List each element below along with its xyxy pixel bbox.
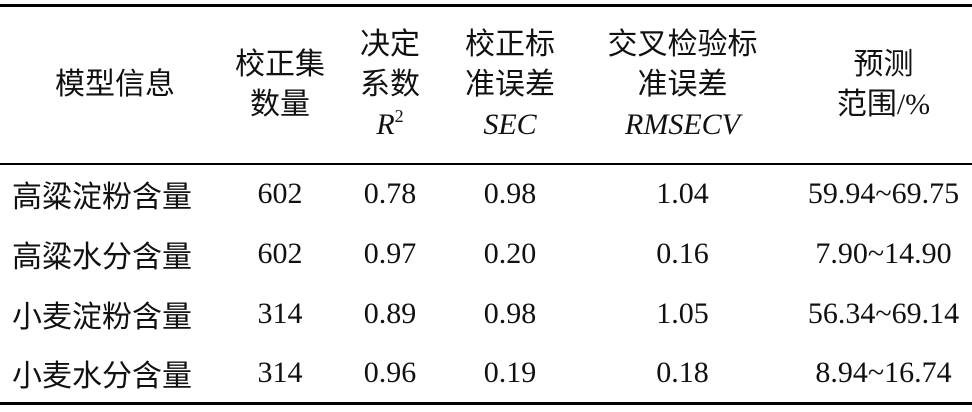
- header-line: 准误差: [637, 67, 728, 101]
- table-body: 高粱淀粉含量 602 0.78 0.98 1.04 59.94~69.75 高粱水分含量 60…: [0, 164, 972, 404]
- table-cell: 高粱水分含量: [12, 240, 192, 274]
- table-cell: 1.04: [656, 177, 709, 210]
- table-cell: 小麦水分含量: [12, 359, 192, 393]
- symbol-text: R: [376, 107, 395, 141]
- table-cell: 小麦淀粉含量: [12, 300, 192, 334]
- table-cell: 0.18: [656, 355, 709, 389]
- table-row: 小麦水分含量 314 0.96 0.19 0.18 8.94~16.74: [0, 344, 972, 404]
- table-cell: 0.20: [483, 236, 537, 270]
- table-cell: 0.78: [363, 177, 417, 210]
- header-line: 交叉检验标: [607, 27, 758, 61]
- table-cell: 0.96: [363, 355, 417, 389]
- header-line: 校正标: [465, 27, 555, 61]
- table-row: 小麦淀粉含量 314 0.89 0.98 1.05 56.34~69.14: [0, 284, 972, 344]
- data-table: 模型信息 校正集 数量 决定 系数 R2 校正标 准误差 SEC 交叉检验标 准误差 RMSECV 预测…: [0, 4, 972, 405]
- header-line: 准误差: [465, 67, 555, 101]
- header-cell: 决定系数 R2: [330, 6, 450, 164]
- header-line: 校正集: [235, 47, 325, 81]
- table-cell: 1.05: [656, 296, 709, 330]
- table-cell: 0.89: [363, 296, 417, 330]
- header-cell: 模型信息: [0, 6, 230, 164]
- header-line: 决定: [360, 27, 420, 61]
- table-cell: 602: [257, 177, 303, 210]
- table-cell: 0.16: [656, 236, 709, 270]
- symbol-text: SEC: [483, 107, 537, 141]
- table-cell: 56.34~69.14: [807, 296, 960, 330]
- table-cell: 0.98: [483, 296, 537, 330]
- header-line: 系数: [360, 67, 420, 101]
- header-cell: 校正标准误差 SEC: [450, 6, 570, 164]
- table-cell: 314: [257, 355, 303, 389]
- header-line: 数量: [250, 87, 310, 121]
- table-cell: 高粱淀粉含量: [12, 181, 192, 214]
- table-row: 高粱淀粉含量 602 0.78 0.98 1.04 59.94~69.75: [0, 164, 972, 224]
- table-cell: 59.94~69.75: [807, 177, 960, 210]
- header-line: 模型信息: [55, 67, 175, 101]
- table-cell: 314: [257, 296, 303, 330]
- table-cell: 8.94~16.74: [815, 355, 952, 389]
- header-line: 预测: [853, 47, 914, 81]
- table-cell: 0.97: [363, 236, 417, 270]
- table-cell: 7.90~14.90: [815, 236, 952, 270]
- table-row: 高粱水分含量 602 0.97 0.20 0.16 7.90~14.90: [0, 224, 972, 284]
- symbol-text: RMSECV: [625, 107, 740, 141]
- table-cell: 602: [257, 236, 303, 270]
- header-cell: 交叉检验标准误差 RMSECV: [570, 6, 795, 164]
- header-line: 范围/%: [836, 87, 931, 121]
- header-cell: 校正集 数量: [230, 6, 330, 164]
- header-symbol: RMSECV: [570, 105, 795, 145]
- header-row: 模型信息 校正集 数量 决定 系数 R2 校正标 准误差 SEC 交叉检验标 准误差 RMSECV 预测…: [0, 5, 972, 164]
- header-cell: 预测范围/%: [795, 6, 972, 164]
- symbol-superscript: 2: [394, 105, 404, 126]
- header-symbol: R2: [330, 105, 450, 145]
- table-cell: 0.19: [483, 355, 537, 389]
- table-cell: 0.98: [483, 177, 537, 210]
- header-symbol: SEC: [450, 105, 570, 145]
